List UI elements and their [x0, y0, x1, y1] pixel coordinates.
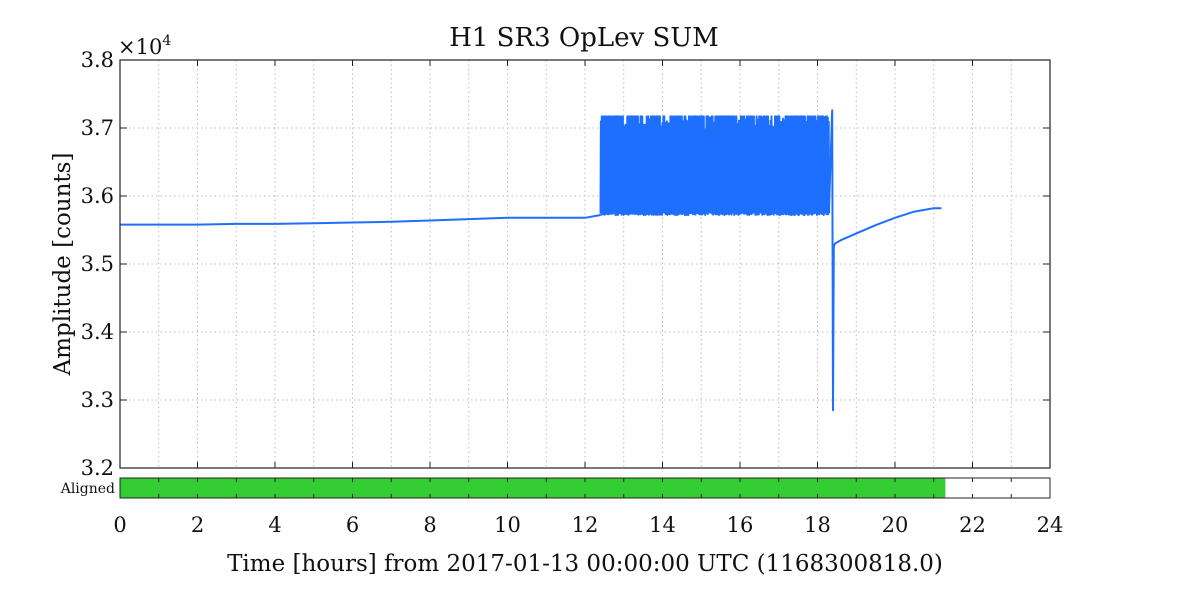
series-layer	[120, 109, 942, 412]
y-tick-label: 3.3	[81, 388, 114, 412]
x-tick-label: 10	[494, 513, 521, 537]
y-tick-label: 3.8	[81, 48, 114, 72]
x-tick-label: 8	[423, 513, 436, 537]
chart-title: H1 SR3 OpLev SUM	[449, 23, 719, 53]
y-axis-label: Amplitude [counts]	[50, 153, 76, 377]
x-tick-label: 0	[113, 513, 126, 537]
x-tick-label: 16	[727, 513, 754, 537]
y-ticks: 3.2 3.3 3.4 3.5 3.6 3.7 3.8	[81, 48, 1050, 480]
x-tick-label: 22	[959, 513, 986, 537]
segment-ticks	[158, 478, 1012, 498]
x-tick-label: 20	[882, 513, 909, 537]
x-tick-label: 4	[268, 513, 281, 537]
x-tick-label: 24	[1037, 513, 1064, 537]
x-tick-label: 2	[191, 513, 204, 537]
y-multiplier: ×104	[118, 33, 171, 59]
series-line-2	[828, 109, 942, 412]
y-tick-label: 3.5	[81, 252, 114, 276]
y-tick-label: 3.7	[81, 116, 114, 140]
x-tick-label: 14	[649, 513, 676, 537]
grid	[119, 59, 1051, 469]
y-tick-label: 3.2	[81, 456, 114, 480]
y-tick-label: 3.4	[81, 320, 114, 344]
x-tick-label: 12	[572, 513, 599, 537]
x-tick-label: 6	[346, 513, 359, 537]
x-axis-label: Time [hours] from 2017-01-13 00:00:00 UT…	[227, 551, 943, 577]
y-tick-label: 3.6	[81, 184, 114, 208]
x-ticks: 0 2 4 6 8 10 12 14 16 18 20 22 24	[113, 60, 1063, 537]
y-multiplier-exponent: 4	[162, 33, 171, 49]
series-line-1	[599, 115, 831, 216]
segment-active-fill	[120, 478, 946, 498]
x-tick-label: 18	[804, 513, 831, 537]
segment-label: Aligned	[60, 481, 115, 497]
series-line-0	[120, 214, 601, 226]
segment-bar: Aligned	[60, 477, 1051, 499]
